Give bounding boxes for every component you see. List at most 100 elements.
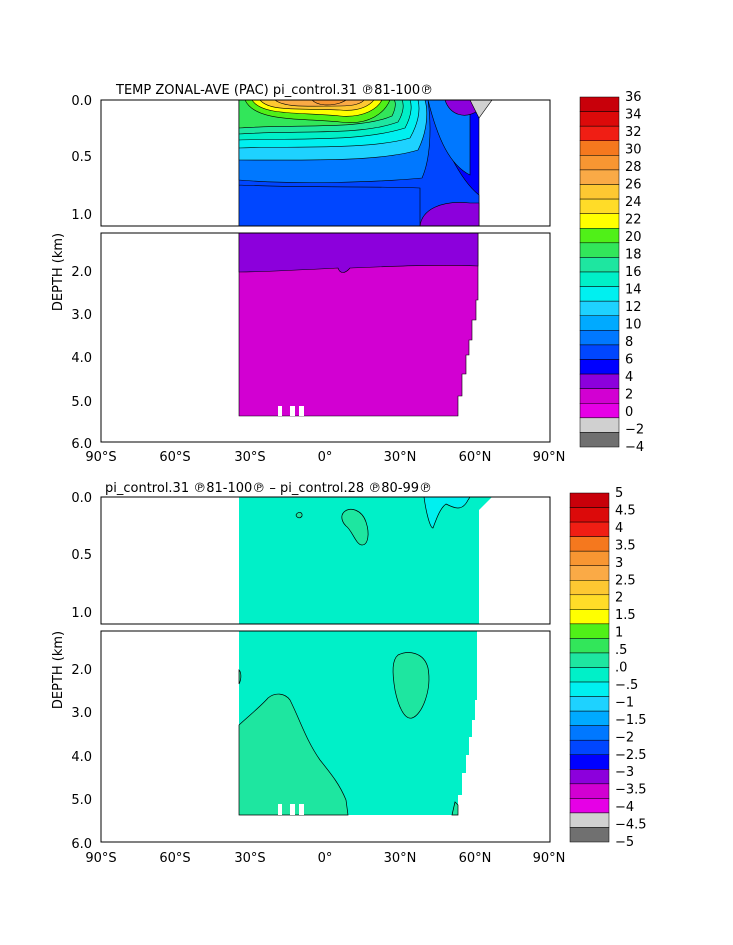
colorbar-swatch (579, 330, 620, 346)
x-tick-label: 90°N (533, 851, 566, 866)
colorbar-swatch (579, 417, 620, 433)
colorbar-swatch (579, 344, 620, 360)
y-tick-label: 6.0 (71, 437, 92, 452)
colorbar-label: 6 (625, 353, 633, 368)
y-axis-label: DEPTH (km) (51, 233, 66, 311)
positive-region (238, 693, 349, 816)
positive-region (238, 669, 242, 685)
x-tick-label: 60°N (459, 450, 492, 465)
difference-panel-title: pi_control.31 ℗81-100℗ – pi_control.28 ℗… (105, 481, 432, 496)
colorbar-swatch (579, 228, 620, 244)
y-axis-upper: 0.0 0.5 1.0 (71, 94, 92, 223)
y-tick-label: 0.0 (71, 94, 92, 109)
colorbar-swatch (579, 271, 620, 287)
colorbar-swatch (569, 609, 610, 625)
colorbar-label: 8 (625, 335, 633, 350)
colorbar-label: 16 (625, 265, 642, 280)
bottom-gaps (278, 406, 304, 416)
colorbar-swatch (579, 373, 620, 389)
y-tick-label: 4.0 (71, 750, 92, 765)
colorbar-swatch (579, 111, 620, 127)
colorbar-swatch (579, 257, 620, 273)
difference-upper-field (239, 497, 492, 624)
upper-plot-frame (100, 496, 551, 625)
y-axis-lower: 2.0 3.0 4.0 5.0 6.0 (71, 265, 92, 452)
y-tick-label: 2.0 (71, 265, 92, 280)
colorbar-swatch (579, 359, 620, 375)
negative-region (423, 497, 471, 529)
colorbar-swatch (569, 565, 610, 581)
colorbar-swatch (579, 125, 620, 141)
colorbar-label: 22 (625, 213, 642, 228)
colorbar-swatch (569, 754, 610, 770)
upper-plot-frame (100, 99, 551, 227)
y-tick-label: 0.0 (71, 491, 92, 506)
colorbar-swatch (569, 507, 610, 523)
x-tick-label: 60°S (159, 851, 190, 866)
colorbar-label: 2 (615, 591, 623, 606)
colorbar-label: 4.5 (615, 503, 636, 518)
colorbar-label: −1 (615, 695, 634, 710)
colorbar-label: .0 (615, 661, 627, 676)
colorbar-label: 3 (615, 556, 623, 571)
colorbar-label: −5 (615, 835, 634, 850)
y-tick-label: 3.0 (71, 706, 92, 721)
colorbar-label: 30 (625, 143, 642, 158)
colorbar-swatch (569, 710, 610, 726)
colorbar-label: 34 (625, 108, 642, 123)
colorbar-swatch (569, 681, 610, 697)
colorbar-swatch (579, 155, 620, 171)
colorbar-label: 3.5 (615, 538, 636, 553)
y-tick-label: 5.0 (71, 395, 92, 410)
y-tick-label: 4.0 (71, 351, 92, 366)
difference-panel: pi_control.31 ℗81-100℗ – pi_control.28 ℗… (51, 481, 647, 866)
temperature-panel: TEMP ZONAL-AVE (PAC) pi_control.31 ℗81-1… (51, 83, 644, 465)
colorbar-swatch (569, 623, 610, 639)
colorbar-swatch (579, 140, 620, 156)
x-tick-label: 60°S (159, 450, 190, 465)
colorbar-label: −2.5 (615, 748, 647, 763)
colorbar-label: −3.5 (615, 783, 647, 798)
x-tick-label: 90°N (533, 450, 566, 465)
colorbar-label: 26 (625, 178, 642, 193)
positive-region (451, 801, 459, 816)
x-axis: 90°S 60°S 30°S 0° 30°N 60°N 90°N (85, 851, 565, 866)
field-base (239, 497, 492, 624)
x-tick-label: 0° (318, 450, 333, 465)
colorbar-label: 4 (615, 521, 623, 536)
colorbar-swatch (579, 184, 620, 200)
colorbar-label: 5 (615, 486, 623, 501)
colorbar-swatch (579, 242, 620, 258)
colorbar-swatch (579, 388, 620, 404)
y-tick-label: 3.0 (71, 308, 92, 323)
colorbar-swatch (569, 798, 610, 814)
colorbar-swatch (579, 432, 620, 448)
temperature-upper-field (238, 100, 493, 226)
colorbar-swatch (569, 725, 610, 741)
colorbar-label: 0 (625, 405, 633, 420)
colorbar-label: 1.5 (615, 608, 636, 623)
y-axis-lower: 2.0 3.0 4.0 5.0 6.0 (71, 663, 92, 852)
colorbar-swatch (579, 96, 620, 112)
colorbar-swatch (569, 594, 610, 610)
x-axis: 90°S 60°S 30°S 0° 30°N 60°N 90°N (85, 450, 565, 465)
x-tick-label: 30°S (234, 851, 265, 866)
colorbar-label: −4 (625, 440, 644, 455)
positive-region (295, 512, 303, 519)
colorbar-swatch (569, 667, 610, 683)
x-tick-label: 90°S (85, 851, 116, 866)
colorbar-swatch (579, 213, 620, 229)
colorbar-label: 10 (625, 318, 642, 333)
x-tick-label: 30°S (234, 450, 265, 465)
y-axis-label: DEPTH (km) (51, 631, 66, 709)
y-axis-upper: 0.0 0.5 1.0 (71, 491, 92, 621)
x-tick-label: 30°N (384, 851, 417, 866)
lower-plot-frame (100, 232, 551, 443)
colorbar-label: 2 (625, 388, 633, 403)
colorbar-label: 4 (625, 370, 633, 385)
abyssal-water (238, 233, 479, 417)
positive-region (392, 652, 430, 719)
colorbar-label: 2.5 (615, 573, 636, 588)
y-tick-label: 6.0 (71, 837, 92, 852)
